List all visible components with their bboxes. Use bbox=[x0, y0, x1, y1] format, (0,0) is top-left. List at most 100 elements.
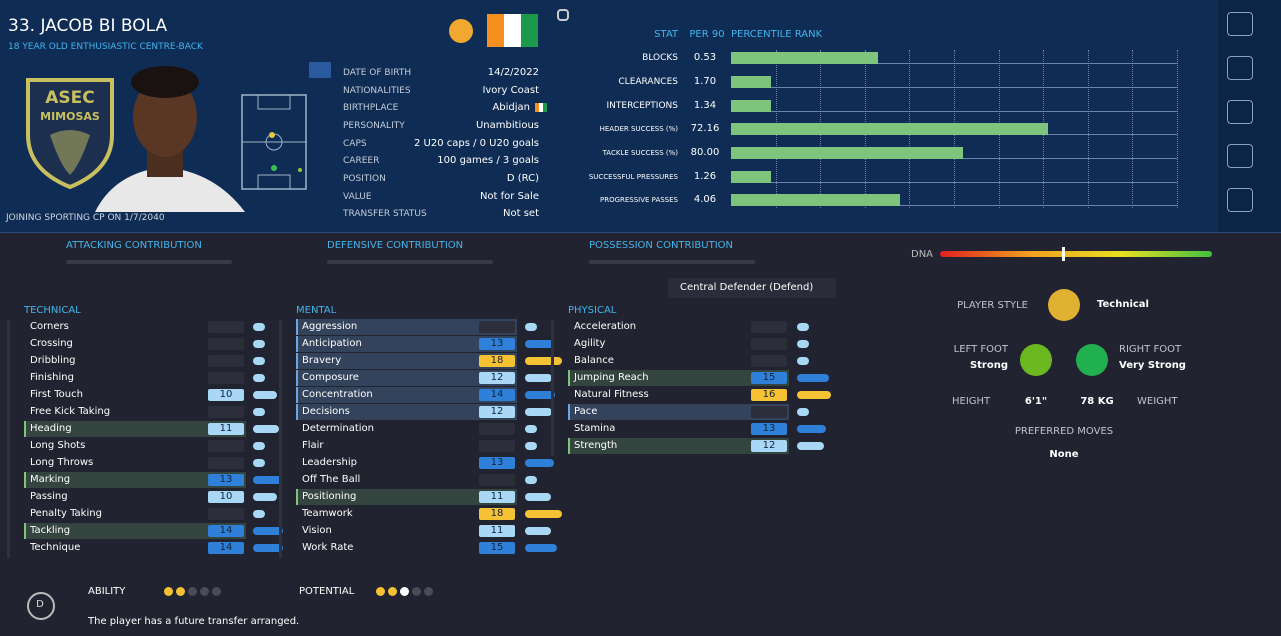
attribute-pill bbox=[253, 510, 265, 518]
attribute-pill bbox=[253, 544, 284, 552]
attribute-name: Technique bbox=[30, 542, 81, 553]
menu-icon[interactable] bbox=[449, 19, 473, 43]
percentile-bar bbox=[731, 123, 1048, 135]
contribution-bar bbox=[327, 260, 493, 264]
attribute-name: Determination bbox=[302, 423, 375, 434]
profile-value: None bbox=[1049, 449, 1079, 460]
detail-label: NATIONALITIES bbox=[343, 86, 411, 96]
stat-name: INTERCEPTIONS bbox=[606, 101, 678, 111]
side-button[interactable] bbox=[1227, 188, 1253, 212]
attribute-pill bbox=[253, 408, 265, 416]
attribute-name: Agility bbox=[574, 338, 606, 349]
attribute-highlight bbox=[296, 370, 517, 386]
percentile-bar bbox=[731, 52, 879, 64]
attribute-value: 14 bbox=[208, 525, 244, 537]
attribute-pill bbox=[525, 323, 537, 331]
attribute-pill bbox=[525, 374, 553, 382]
attribute-pill bbox=[525, 527, 551, 535]
attribute-pill bbox=[253, 493, 277, 501]
side-button[interactable] bbox=[1227, 144, 1253, 168]
attribute-value bbox=[208, 406, 244, 418]
star-dot bbox=[212, 587, 221, 596]
side-button[interactable] bbox=[1227, 12, 1253, 36]
attribute-value: 12 bbox=[479, 372, 515, 384]
attribute-name: Balance bbox=[574, 355, 614, 366]
attribute-value bbox=[479, 423, 515, 435]
star-dot bbox=[188, 587, 197, 596]
attribute-pill bbox=[525, 442, 537, 450]
attribute-pill bbox=[525, 493, 551, 501]
attribute-highlight bbox=[296, 489, 517, 505]
detail-value: D (RC) bbox=[506, 173, 539, 184]
attribute-name: Long Throws bbox=[30, 457, 94, 468]
attribute-pill bbox=[525, 357, 562, 365]
attribute-name: Pace bbox=[574, 406, 598, 417]
side-button[interactable] bbox=[1227, 100, 1253, 124]
attribute-pill bbox=[253, 476, 282, 484]
role-dropdown[interactable] bbox=[668, 278, 836, 298]
attribute-group: PHYSICAL bbox=[568, 305, 617, 316]
attribute-name: Stamina bbox=[574, 423, 616, 434]
attribute-pill bbox=[525, 408, 553, 416]
profile-value: Strong bbox=[969, 360, 1008, 371]
detail-value: 2 U20 caps / 0 U20 goals bbox=[413, 138, 539, 149]
attribute-name: Heading bbox=[30, 423, 72, 434]
attribute-pill bbox=[797, 323, 809, 331]
detail-value: Ivory Coast bbox=[482, 85, 539, 96]
attribute-highlight bbox=[24, 472, 246, 488]
attribute-pill bbox=[525, 476, 537, 484]
attribute-value bbox=[208, 321, 244, 333]
attribute-name: Free Kick Taking bbox=[30, 406, 111, 417]
attribute-pill bbox=[253, 527, 284, 535]
club-crest: ASEC MIMOSAS bbox=[26, 78, 114, 190]
group-rule bbox=[7, 320, 10, 558]
attribute-name: Passing bbox=[30, 491, 68, 502]
attribute-value: 11 bbox=[208, 423, 244, 435]
attribute-value: 14 bbox=[208, 542, 244, 554]
attribute-value bbox=[208, 355, 244, 367]
percentile-bar bbox=[731, 100, 772, 112]
attribute-name: Tackling bbox=[30, 525, 71, 536]
profile-value: Very Strong bbox=[1119, 360, 1186, 371]
bar-track bbox=[731, 63, 1177, 64]
stat-per90: 0.53 bbox=[693, 52, 717, 63]
stat-name: PROGRESSIVE PASSES bbox=[599, 196, 678, 204]
attribute-name: Long Shots bbox=[30, 440, 86, 451]
attribute-value: 11 bbox=[479, 525, 515, 537]
attribute-name: Aggression bbox=[302, 321, 358, 332]
attribute-pill bbox=[253, 425, 279, 433]
attribute-value: 15 bbox=[751, 372, 787, 384]
stat-per90: 1.70 bbox=[693, 76, 717, 87]
attribute-value: 18 bbox=[479, 355, 515, 367]
position-pitch bbox=[241, 94, 307, 190]
settings-icon[interactable] bbox=[557, 9, 569, 21]
right-foot-icon bbox=[1076, 344, 1108, 376]
attribute-value bbox=[751, 321, 787, 333]
attribute-name: Jumping Reach bbox=[574, 372, 649, 383]
percentile-bar bbox=[731, 171, 772, 183]
attribute-name: Strength bbox=[574, 440, 618, 451]
attribute-value: 12 bbox=[479, 406, 515, 418]
attribute-value: 10 bbox=[208, 389, 244, 401]
percentile-bar bbox=[731, 147, 963, 159]
detail-label: BIRTHPLACE bbox=[343, 103, 399, 113]
star-dot bbox=[200, 587, 209, 596]
stat-header: PERCENTILE RANK bbox=[731, 29, 823, 40]
attribute-name: First Touch bbox=[30, 389, 83, 400]
stat-per90: 1.34 bbox=[693, 100, 717, 111]
attribute-value bbox=[751, 406, 787, 418]
stat-per90: 80.00 bbox=[690, 147, 720, 158]
attribute-value bbox=[208, 457, 244, 469]
stat-per90: 4.06 bbox=[693, 194, 717, 205]
grid-line bbox=[1132, 50, 1134, 208]
crest-line: ASEC bbox=[45, 88, 95, 108]
attribute-name: Natural Fitness bbox=[574, 389, 649, 400]
percentile-bar bbox=[731, 76, 772, 88]
attribute-name: Bravery bbox=[302, 355, 342, 366]
attribute-value: 13 bbox=[479, 338, 515, 350]
side-button[interactable] bbox=[1227, 56, 1253, 80]
grid-line bbox=[1177, 50, 1178, 208]
attribute-value: 13 bbox=[751, 423, 787, 435]
attribute-value bbox=[479, 474, 515, 486]
